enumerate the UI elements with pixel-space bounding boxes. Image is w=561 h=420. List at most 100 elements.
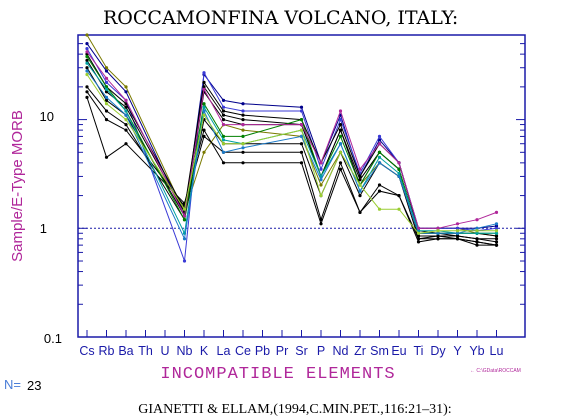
- data-point-Ba: [124, 90, 128, 94]
- series-line: [86, 51, 497, 229]
- data-point-Nb: [182, 259, 187, 263]
- data-point-Sr: [299, 161, 304, 165]
- data-point-Y: [455, 229, 460, 233]
- data-point-Cs: [85, 95, 89, 99]
- data-point-Ce: [241, 142, 245, 146]
- data-point-Dy: [436, 237, 440, 241]
- y-tick-label-1: 1: [40, 221, 47, 236]
- data-point-Lu: [494, 240, 499, 244]
- x-tick-label-Pr: Pr: [276, 344, 289, 358]
- data-point-Sm: [377, 161, 382, 165]
- series-line: [86, 97, 497, 246]
- data-point-Ba: [124, 105, 128, 109]
- data-point-Rb: [104, 87, 109, 91]
- data-point-Cs: [85, 61, 89, 65]
- data-point-K: [202, 71, 206, 75]
- data-point-P: [319, 194, 323, 198]
- data-point-La: [221, 142, 226, 146]
- data-point-Zr: [358, 183, 362, 187]
- x-tick-label-La: La: [217, 344, 231, 358]
- x-tick-label-Sm: Sm: [370, 344, 389, 358]
- data-point-Ce: [241, 150, 245, 154]
- x-tick-label-Sr: Sr: [295, 344, 308, 358]
- data-point-Rb: [104, 102, 109, 106]
- data-point-Eu: [397, 161, 401, 165]
- x-tick-label-Nd: Nd: [333, 344, 349, 358]
- series-line: [86, 70, 497, 241]
- data-point-P: [319, 161, 323, 165]
- data-point-Lu: [494, 234, 499, 238]
- data-point-Cs: [85, 42, 89, 46]
- x-tick-label-Y: Y: [453, 344, 462, 358]
- series-11: [85, 50, 499, 230]
- data-point-Sr: [299, 134, 304, 138]
- data-point-Sm: [377, 142, 382, 146]
- data-point-Sm: [377, 183, 382, 187]
- data-point-Y: [455, 226, 460, 230]
- data-point-Sr: [299, 109, 304, 113]
- data-point-Zr: [358, 189, 362, 193]
- data-point-Ti: [416, 231, 421, 235]
- y-tick-label-10: 10: [40, 109, 54, 124]
- data-point-K: [202, 134, 206, 138]
- x-tick-label-U: U: [160, 344, 169, 358]
- data-point-Lu: [494, 229, 499, 233]
- data-point-Sm: [377, 150, 382, 154]
- data-point-Sr: [299, 105, 304, 109]
- data-point-Nb: [182, 237, 187, 241]
- x-axis-ticks: [86, 330, 497, 337]
- data-point-Cs: [85, 90, 89, 94]
- data-point-K: [202, 109, 206, 113]
- series-line: [86, 60, 497, 240]
- series-line: [86, 74, 497, 234]
- data-point-Cs: [85, 66, 89, 70]
- data-point-Lu: [494, 224, 499, 228]
- data-point-Ce: [241, 146, 245, 150]
- data-point-Rb: [104, 98, 109, 102]
- x-tick-label-K: K: [200, 344, 209, 358]
- data-point-Dy: [436, 229, 440, 233]
- data-point-Ba: [124, 109, 128, 113]
- data-point-Cs: [85, 58, 89, 63]
- data-point-Zr: [358, 194, 362, 198]
- data-point-La: [221, 118, 226, 122]
- data-point-Cs: [85, 50, 89, 54]
- data-point-K: [202, 128, 206, 132]
- data-point-Ti: [416, 237, 421, 241]
- data-point-Rb: [104, 66, 109, 70]
- series-10: [85, 61, 499, 235]
- x-tick-labels: Cs Rb Ba Th U Nb K La Ce Pb Pr Sr P Nd Zr Sm Eu Ti Dy Y Yb Lu: [79, 344, 503, 358]
- series-1: [85, 42, 499, 230]
- data-point-Ba: [124, 113, 128, 117]
- data-point-Ce: [241, 109, 245, 113]
- data-point-Ce: [241, 118, 245, 122]
- series-7: [85, 90, 499, 247]
- data-point-La: [221, 123, 226, 127]
- data-point-Ce: [241, 128, 245, 132]
- data-point-Ba: [124, 85, 128, 89]
- data-point-Rb: [104, 69, 109, 73]
- data-point-Nb: [182, 218, 187, 222]
- data-point-Rb: [104, 155, 109, 159]
- data-point-Lu: [494, 231, 499, 235]
- data-point-K: [202, 87, 206, 91]
- data-point-Dy: [436, 234, 440, 238]
- data-point-Eu: [397, 174, 401, 178]
- data-point-Ce: [241, 123, 245, 127]
- sample-count-label: N=: [4, 377, 21, 392]
- data-point-Cs: [85, 47, 89, 51]
- citation: GIANETTI & ELLAM,(1994,C.MIN.PET.,116:21…: [138, 402, 451, 417]
- data-point-Lu: [494, 243, 499, 247]
- x-tick-label-Dy: Dy: [430, 344, 446, 358]
- x-tick-label-Cs: Cs: [79, 344, 94, 358]
- data-point-Dy: [436, 231, 440, 235]
- data-point-Cs: [85, 72, 89, 77]
- chart-title: ROCCAMONFINA VOLCANO, ITALY:: [103, 7, 458, 29]
- data-point-Sr: [299, 123, 304, 127]
- y-axis-label: Sample/E-Type MORB: [9, 110, 26, 262]
- data-point-Nd: [338, 150, 343, 154]
- data-point-Nb: [182, 214, 187, 218]
- y-axis-ticks: [78, 34, 525, 338]
- data-point-Eu: [397, 207, 401, 211]
